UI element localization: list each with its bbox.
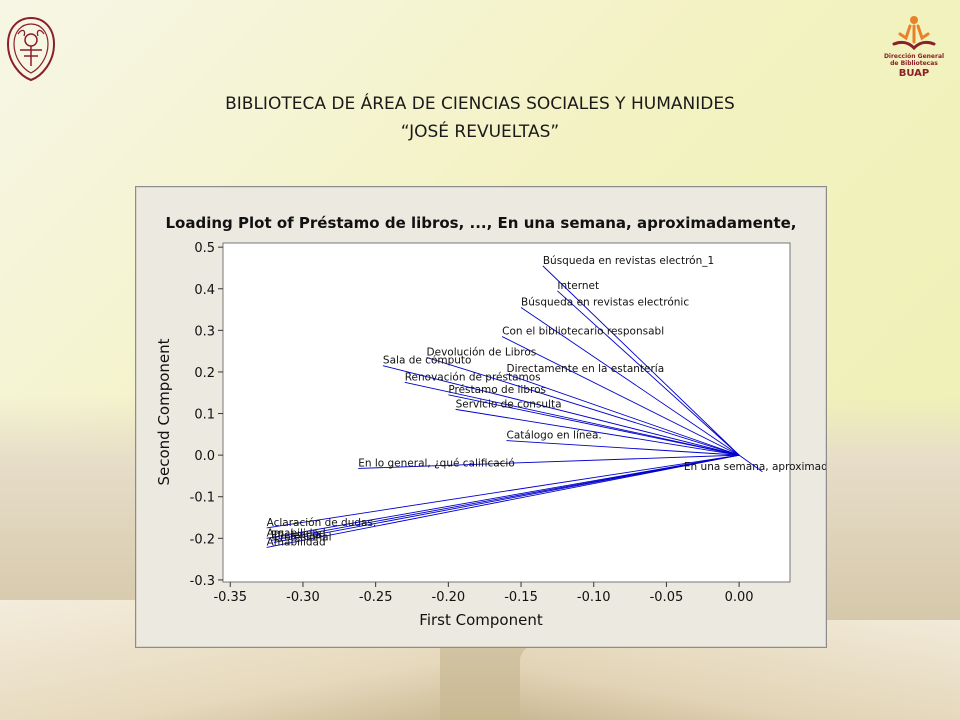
logo-right-text-3: BUAP xyxy=(899,68,930,79)
loading-vector-line xyxy=(266,454,740,529)
loading-vector-line xyxy=(426,356,740,456)
loading-vector-line xyxy=(520,307,740,456)
y-tick-label: 0.0 xyxy=(194,449,215,464)
loading-vector-label: Préstamo de libros xyxy=(448,384,546,396)
x-tick-label: -0.35 xyxy=(213,590,247,605)
loading-vector-line xyxy=(506,373,740,456)
y-tick-label: 0.3 xyxy=(194,324,215,339)
loading-vector-line xyxy=(455,408,740,456)
direccion-general-bibliotecas-logo: Dirección General de Bibliotecas BUAP xyxy=(884,16,944,79)
x-tick-label: 0.00 xyxy=(725,590,754,605)
loading-vector-line xyxy=(448,394,740,456)
loading-vector-label: En una semana, aproximadan xyxy=(684,461,826,473)
loading-vector-label: Amabilidad xyxy=(267,527,326,539)
loading-vector-line xyxy=(266,454,740,539)
y-tick-label: -0.1 xyxy=(190,491,215,506)
y-tick-label: -0.3 xyxy=(190,574,215,589)
x-tick-label: -0.05 xyxy=(650,590,684,605)
loading-vector-line xyxy=(557,290,740,456)
loading-vector-line xyxy=(266,454,740,548)
y-tick-label: 0.4 xyxy=(194,283,215,298)
loading-vector-line xyxy=(542,265,740,456)
loading-vector-label: Profesional xyxy=(274,531,332,543)
loading-vector-label: Eficiencia xyxy=(271,529,321,541)
x-tick-label: -0.25 xyxy=(359,590,393,605)
loading-vector-label: Aclaración de dudas. xyxy=(267,517,377,529)
slide-title-line-2: “JOSÉ REVUELTAS” xyxy=(400,122,560,142)
loading-vector-line xyxy=(738,454,763,473)
loading-vector-line xyxy=(358,454,740,469)
x-tick-label: -0.20 xyxy=(432,590,466,605)
loading-vector-label: Catálogo en línea. xyxy=(507,430,602,442)
y-tick-label: -0.2 xyxy=(190,532,215,547)
loading-plot-chart: Loading Plot of Préstamo de libros, ...,… xyxy=(155,214,826,629)
loading-vector-label: Amabilidad xyxy=(267,536,326,548)
loading-vector-line xyxy=(506,440,740,456)
x-tick-label: -0.15 xyxy=(504,590,538,605)
loading-vector-label: Directamente en la estantería xyxy=(507,363,665,375)
loading-vector-label: Renovación de préstamos xyxy=(405,371,541,383)
benemerita-seal-logo xyxy=(6,16,56,82)
loading-vector-label: Devolución de Libros xyxy=(427,346,537,358)
x-tick-label: -0.10 xyxy=(577,590,611,605)
slide-title-line-1: BIBLIOTECA DE ÁREA DE CIENCIAS SOCIALES … xyxy=(225,94,735,114)
x-tick-label: -0.30 xyxy=(286,590,320,605)
logo-right-text-1: Dirección General xyxy=(884,53,944,60)
loading-vector-label: Servicio de consulta xyxy=(456,398,562,410)
y-tick-label: 0.5 xyxy=(194,241,215,256)
y-axis-label: Second Component xyxy=(155,338,173,485)
loading-vector-label: En lo general, ¿qué calificació xyxy=(358,457,515,469)
loading-vector-line xyxy=(404,381,740,456)
loading-vector-label: Búsqueda en revistas electrón_1 xyxy=(543,255,714,267)
loading-vector-line xyxy=(501,336,740,456)
loading-vector-line xyxy=(273,454,740,543)
y-tick-label: 0.2 xyxy=(194,366,215,381)
x-axis-label: First Component xyxy=(419,611,543,629)
chart-title: Loading Plot of Préstamo de libros, ...,… xyxy=(166,214,797,232)
loading-vector-label: Búsqueda en revistas electrónic xyxy=(521,296,689,308)
loading-vector-label: Sala de cómputo xyxy=(383,355,472,367)
loading-vector-label: Internet xyxy=(557,280,599,292)
chart-frame: Loading Plot of Préstamo de libros, ...,… xyxy=(135,186,827,648)
loading-vector-label: Con el bibliotecario responsabl xyxy=(502,326,664,338)
y-tick-label: 0.1 xyxy=(194,408,215,423)
loading-vector-line xyxy=(382,365,740,456)
logo-right-text-2: de Bibliotecas xyxy=(890,60,938,67)
